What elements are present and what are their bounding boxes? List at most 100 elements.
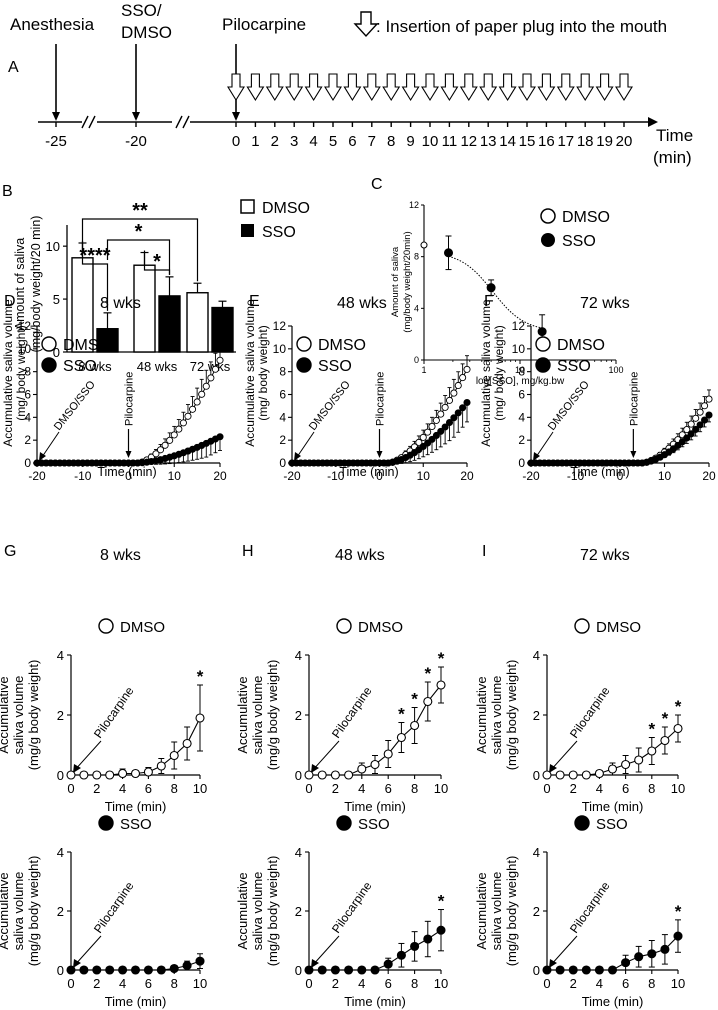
chart-pf-ytick-label-6: 6 [518,388,525,402]
point-pd-dmso-26 [152,450,160,458]
annot-pi-sso-pilocarpine: Pilocarpine [567,879,613,936]
annot-pg-sso-pilocarpine: Pilocarpine [91,879,137,936]
chart-b-category-label-2: 72 wks [190,359,231,374]
chart-pe-xtick-label--10: -10 [327,469,345,483]
panel-f-letter: F [484,293,494,310]
point-ph-sso-7 [396,950,406,960]
chart-ph-dmso-ytick-label-0: 0 [295,768,302,783]
annot-ph-dmso-pilocarpine: Pilocarpine [329,684,375,741]
chart-ph-dmso-xtick-label-6: 6 [385,781,392,796]
point-c-dmso-0 [420,241,428,249]
timeline-xlabel-line2: (min) [653,148,692,167]
point-pi-sso-7 [634,952,644,962]
point-pd-dmso-34 [188,405,197,413]
chart-pg-dmso-xtick-label-4: 4 [119,781,126,796]
sig-label-0: **** [79,245,110,267]
panel-i: I 72 wks 0 2 4 0 2 4 6 8 10 Time (min) Accumulativ… [474,543,685,1009]
point-pe-dmso-32 [428,422,436,430]
point-ph-sso-1 [317,965,327,975]
point-ph-sso-5 [370,965,380,975]
point-pf-sso-38 [696,421,704,429]
chart-ph-sso-xtick-label-10: 10 [434,976,448,991]
timeline-tick-label-13: 13 [480,133,497,150]
annot-pe-treatment-arrowhead [294,452,301,461]
legend-pg-dmso-label: DMSO [120,619,165,636]
chart-pf-xtick-label-20: 20 [702,469,716,483]
point-pg-dmso-10 [195,713,205,723]
point-pd-dmso-37 [202,382,210,390]
chart-pe-xtick-label--20: -20 [283,469,301,483]
legend-pd-sso-marker [41,357,57,373]
point-pg-dmso-9 [182,738,192,749]
legend-c-dmso-label: DMSO [562,209,610,226]
point-pf-sso-37 [692,425,700,433]
chart-pg-dmso-xlabel: Time (min) [105,799,167,814]
chart-c-xlabel: log[SSO], mg/kg.bw [476,376,565,387]
chart-pg-dmso-xtick-label-6: 6 [145,781,152,796]
point-ph-sso-2 [330,965,340,975]
chart-ph-dmso-xtick-label-10: 10 [434,781,448,796]
sig-ph-sso-t10: * [438,892,445,911]
panel-i-letter: I [482,543,486,560]
timeline-tick-label-18: 18 [577,133,594,150]
legend-ph-sso-label: SSO [358,816,390,833]
chart-pg-sso-xtick-label-4: 4 [119,976,126,991]
legend-pf-sso-marker [535,357,551,373]
point-pg-dmso-1 [79,770,89,780]
chart-b-ylabel-line2: (mg/body weight/20 min) [29,216,43,353]
chart-h-title: 48 wks [335,547,385,564]
chart-pf-xtick-label--20: -20 [522,469,540,483]
chart-pi-sso-ytick-label-2: 2 [533,904,540,919]
point-pi-dmso-5 [607,764,618,774]
point-pi-dmso-4 [594,768,604,779]
plug-legend-text: : Insertion of paper plug into the mouth [376,17,667,36]
plug-arrow-16 [537,73,556,102]
legend-c-sso-label: SSO [562,233,596,250]
sig-pi-dmso-t10: * [675,697,682,716]
annot-pg-dmso-pilo-arrowhead [73,764,81,773]
chart-pg-dmso-xtick-label-2: 2 [93,781,100,796]
legend-pi-sso-marker [574,815,590,831]
chart-ph-sso-xtick-label-0: 0 [305,976,312,991]
chart-b-ytick-label-5: 5 [53,292,60,307]
plug-arrow-0 [227,73,245,102]
point-ph-dmso-1 [317,770,327,780]
legend-b-sso-swatch [241,224,254,237]
annot-pd-treatment-arrowhead [39,452,46,461]
chart-pg-sso-xtick-label-2: 2 [93,976,100,991]
chart-pg-sso-xtick-label-0: 0 [67,976,74,991]
legend-pi-dmso-marker [574,618,590,634]
chart-c-marks: 0 4 8 12 1 10 100 [409,200,624,375]
chart-ph-sso-ytick-label-0: 0 [295,963,302,978]
plug-arrow-10 [421,73,439,102]
panel-b: B Amount of saliva (mg/body weight/20 mi… [2,183,310,374]
annot-pe-treatment: DMSO/SSO [307,378,353,432]
chart-pf-ytick-label-4: 4 [518,410,525,424]
panel-d-letter: D [4,293,16,310]
legend-pf-dmso-label: DMSO [557,337,605,354]
chart-ph-sso-xlabel: Time (min) [344,994,406,1009]
point-pf-dmso-40 [705,395,713,403]
line-ph-sso [309,929,442,971]
point-pd-dmso-36 [198,390,206,398]
point-pg-sso-5 [130,965,141,975]
bar-sso-2 [211,306,234,353]
chart-pf-ytick-label-0: 0 [518,456,525,470]
point-pe-dmso-39 [459,374,467,382]
chart-b-ylabel-line1: Amount of saliva [13,238,27,330]
chart-d-ylabel-line2: (mg/ body weight) [14,325,28,420]
panel-b-letter: B [2,183,13,200]
plug-arrow-5 [324,73,342,102]
legend-pg-dmso-marker [98,618,114,634]
panel-h: H 48 wks 0 2 4 0 2 4 6 8 10 Time (min) Accumulativ… [235,543,448,1009]
bar-sso-1 [158,295,181,353]
chart-pe-ytick-label-10: 10 [273,342,287,356]
point-pe-dmso-30 [419,433,427,441]
chart-ph-dmso-ylabel-line3: (mg/g body weight) [265,660,280,771]
point-pg-sso-7 [156,965,166,975]
event-arrow-head-3 [232,112,240,121]
timeline-tick-label-7: 7 [368,133,376,150]
